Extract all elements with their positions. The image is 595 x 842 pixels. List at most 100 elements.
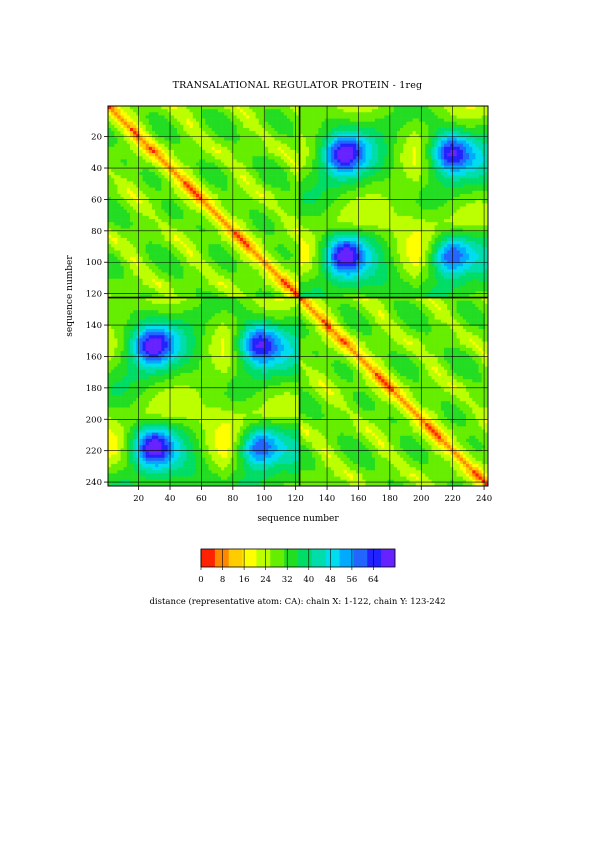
heatmap-cell bbox=[117, 115, 121, 119]
heatmap-cell bbox=[296, 149, 300, 154]
heatmap-cell bbox=[384, 118, 388, 122]
heatmap-cell bbox=[324, 228, 329, 232]
heatmap-cell bbox=[343, 112, 347, 116]
heatmap-cell bbox=[120, 159, 124, 163]
heatmap-cell bbox=[324, 178, 329, 182]
heatmap-cell bbox=[117, 153, 121, 157]
heatmap-cell bbox=[199, 215, 203, 220]
heatmap-cell bbox=[428, 203, 432, 207]
heatmap-cell bbox=[158, 140, 162, 144]
heatmap-cell bbox=[224, 165, 228, 170]
heatmap-cell bbox=[155, 156, 159, 160]
heatmap-cell bbox=[261, 159, 266, 163]
heatmap-cell bbox=[252, 131, 256, 135]
heatmap-cell bbox=[305, 159, 310, 163]
heatmap-cell bbox=[261, 193, 266, 198]
heatmap-cell bbox=[349, 225, 354, 229]
heatmap-cell bbox=[227, 231, 231, 236]
heatmap-cell bbox=[268, 228, 272, 232]
heatmap-cell bbox=[236, 197, 241, 201]
heatmap-cell bbox=[233, 184, 238, 188]
heatmap-cell bbox=[208, 222, 212, 226]
heatmap-cell bbox=[133, 156, 137, 160]
heatmap-cell bbox=[252, 175, 256, 179]
heatmap-cell bbox=[484, 212, 489, 217]
heatmap-cell bbox=[425, 162, 429, 166]
heatmap-cell bbox=[437, 231, 442, 236]
heatmap-cell bbox=[180, 109, 184, 113]
heatmap-cell bbox=[456, 209, 461, 214]
heatmap-cell bbox=[308, 225, 313, 229]
heatmap-cell bbox=[296, 131, 300, 135]
heatmap-cell bbox=[334, 222, 338, 226]
heatmap-cell bbox=[173, 178, 178, 182]
heatmap-cell bbox=[167, 209, 172, 214]
heatmap-cell bbox=[312, 149, 316, 154]
heatmap-cell bbox=[462, 190, 467, 195]
heatmap-cell bbox=[337, 228, 341, 232]
heatmap-cell bbox=[431, 162, 435, 166]
heatmap-cell bbox=[120, 219, 124, 223]
heatmap-cell bbox=[192, 228, 197, 232]
heatmap-cell bbox=[158, 121, 162, 126]
heatmap-cell bbox=[243, 159, 247, 163]
heatmap-cell bbox=[167, 121, 172, 126]
heatmap-cell bbox=[117, 127, 121, 132]
heatmap-cell bbox=[117, 212, 121, 217]
heatmap-cell bbox=[472, 178, 476, 182]
heatmap-cell bbox=[158, 137, 162, 141]
heatmap-cell bbox=[252, 184, 256, 188]
heatmap-cell bbox=[164, 222, 168, 226]
heatmap-cell bbox=[236, 115, 241, 119]
heatmap-cell bbox=[415, 156, 420, 160]
heatmap-cell bbox=[396, 231, 401, 236]
heatmap-cell bbox=[431, 175, 435, 179]
heatmap-cell bbox=[444, 106, 448, 110]
heatmap-cell bbox=[330, 134, 335, 138]
heatmap-cell bbox=[400, 149, 404, 154]
heatmap-cell bbox=[287, 225, 291, 229]
heatmap-cell bbox=[321, 212, 325, 217]
heatmap-cell bbox=[406, 106, 410, 110]
heatmap-cell bbox=[211, 187, 216, 192]
heatmap-cell bbox=[349, 137, 354, 141]
heatmap-cell bbox=[189, 115, 194, 119]
heatmap-cell bbox=[142, 193, 146, 198]
heatmap-cell bbox=[142, 184, 146, 188]
heatmap-cell bbox=[233, 231, 238, 236]
heatmap-cell bbox=[186, 200, 190, 204]
heatmap-cell bbox=[365, 225, 369, 229]
heatmap-cell bbox=[365, 159, 369, 163]
heatmap-cell bbox=[142, 200, 146, 204]
heatmap-cell bbox=[136, 153, 140, 157]
heatmap-cell bbox=[378, 222, 382, 226]
heatmap-cell bbox=[227, 165, 231, 170]
heatmap-cell bbox=[418, 222, 423, 226]
heatmap-cell bbox=[400, 115, 404, 119]
heatmap-cell bbox=[255, 159, 260, 163]
heatmap-cell bbox=[205, 231, 209, 236]
heatmap-cell bbox=[271, 225, 275, 229]
heatmap-cell bbox=[469, 175, 473, 179]
heatmap-cell bbox=[356, 124, 360, 129]
heatmap-cell bbox=[202, 143, 206, 148]
heatmap-cell bbox=[133, 115, 137, 119]
heatmap-cell bbox=[362, 228, 366, 232]
heatmap-cell bbox=[296, 112, 300, 116]
heatmap-cell bbox=[252, 118, 256, 122]
heatmap-cell bbox=[195, 127, 200, 132]
heatmap-cell bbox=[287, 159, 291, 163]
heatmap-cell bbox=[180, 134, 184, 138]
heatmap-cell bbox=[343, 228, 347, 232]
heatmap-cell bbox=[239, 215, 244, 220]
heatmap-cell bbox=[252, 146, 256, 151]
heatmap-cell bbox=[164, 228, 168, 232]
heatmap-cell bbox=[481, 159, 486, 163]
heatmap-cell bbox=[123, 131, 128, 135]
heatmap-cell bbox=[321, 190, 325, 195]
heatmap-cell bbox=[114, 121, 118, 126]
heatmap-cell bbox=[462, 231, 467, 236]
heatmap-cell bbox=[186, 219, 190, 223]
heatmap-cell bbox=[117, 215, 121, 220]
heatmap-cell bbox=[261, 219, 266, 223]
